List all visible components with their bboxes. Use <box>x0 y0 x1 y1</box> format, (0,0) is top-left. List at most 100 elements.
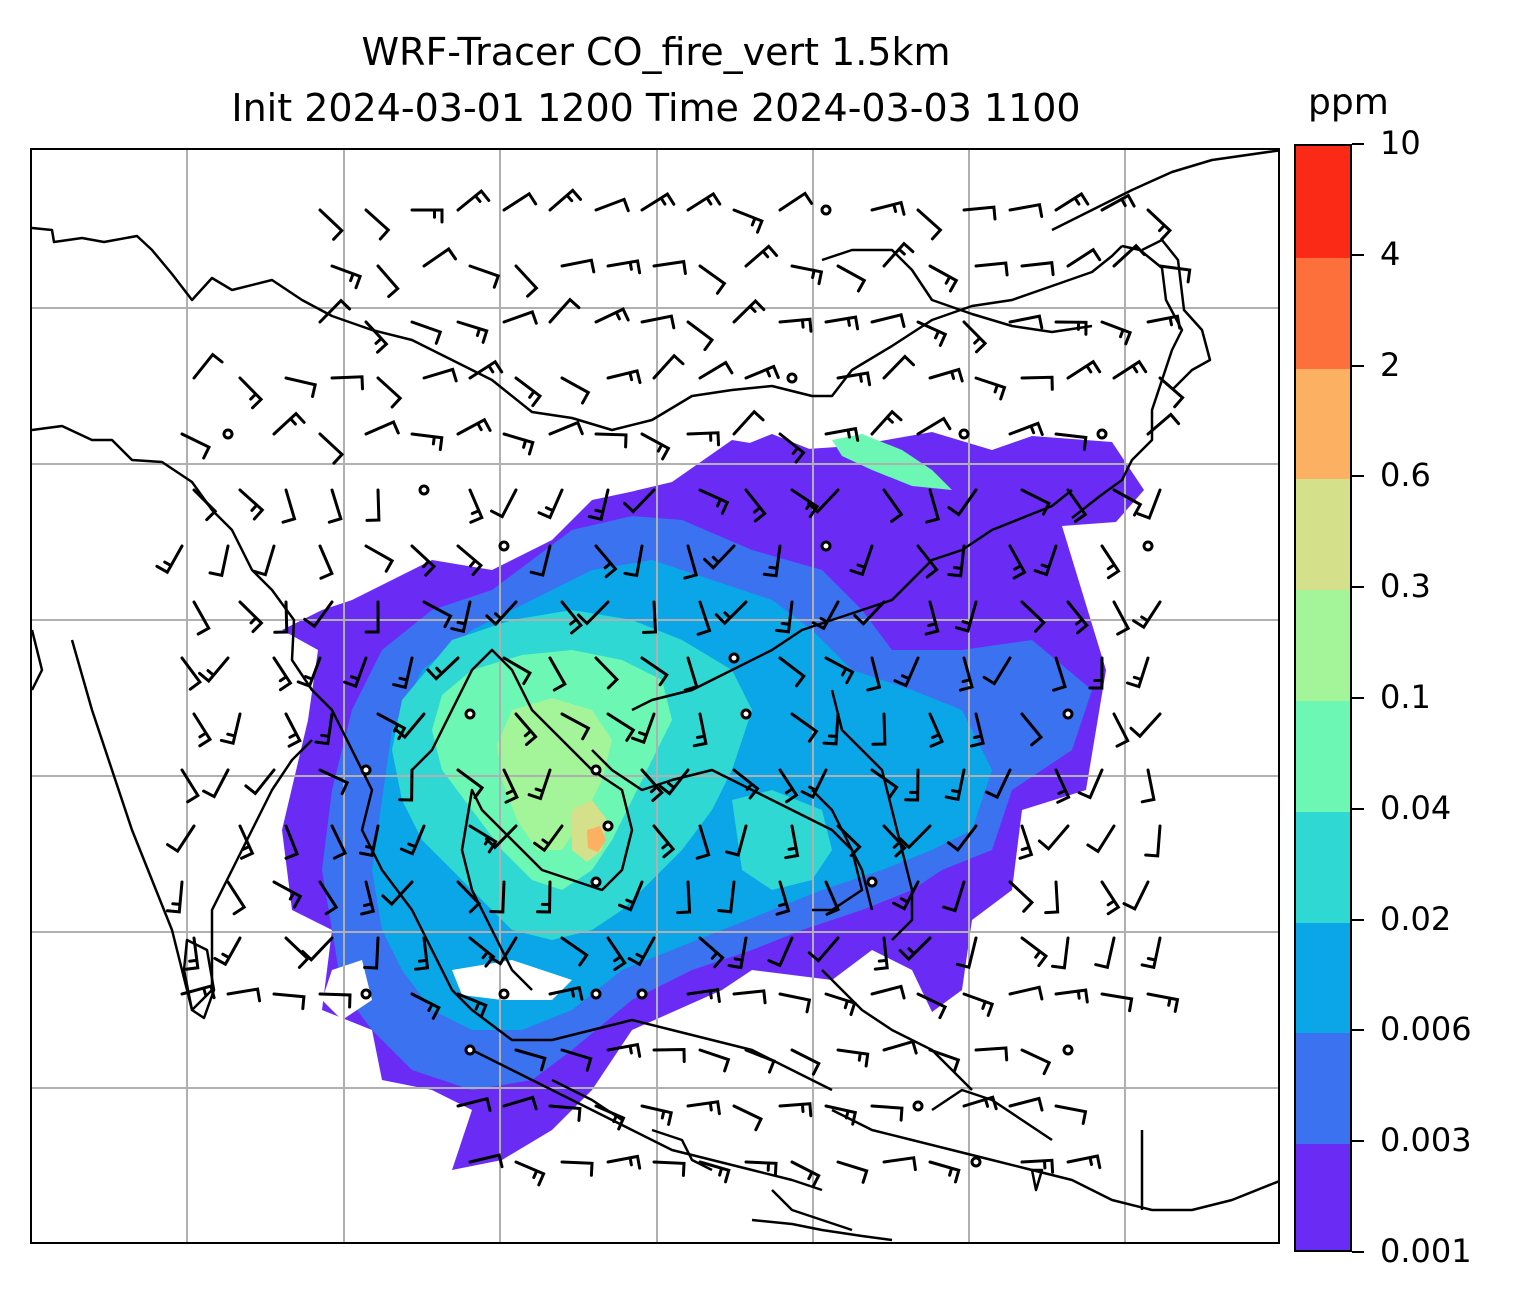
wind-barb <box>870 409 903 436</box>
wind-barb <box>527 768 552 801</box>
wind-barb <box>422 600 453 629</box>
map-panel <box>30 148 1280 1244</box>
wind-barb <box>226 987 262 1003</box>
wind-barb <box>640 1104 673 1126</box>
wind-barb <box>548 297 581 324</box>
colorbar <box>1294 144 1352 1252</box>
colorbar-tick-label: 0.003 <box>1380 1121 1472 1160</box>
wind-barb <box>303 600 334 629</box>
wind-barb <box>301 936 334 962</box>
colorbar-tick <box>1352 1029 1364 1032</box>
wind-barb <box>870 200 906 216</box>
wind-barb <box>1112 712 1130 748</box>
wind-barb <box>1100 880 1121 916</box>
wind-barb <box>824 656 855 685</box>
wind-barb <box>944 768 966 802</box>
wind-barb <box>238 488 265 521</box>
wind-barb <box>392 656 414 690</box>
calm-wind-marker <box>1096 428 1108 440</box>
wind-barb <box>327 488 343 524</box>
wind-barb <box>414 936 430 971</box>
colorbar-segment <box>1296 367 1350 480</box>
wind-barb <box>226 880 247 916</box>
colorbar-tick <box>1352 143 1364 145</box>
wind-barb <box>213 936 242 967</box>
wind-barb <box>1044 880 1060 915</box>
wind-barb <box>594 656 620 690</box>
wind-barb <box>318 768 350 796</box>
wind-barb <box>686 1100 721 1116</box>
wind-barb <box>1112 488 1143 517</box>
wind-barb <box>330 264 363 290</box>
calm-wind-marker <box>820 204 832 216</box>
wind-barb <box>807 936 840 963</box>
wind-barb <box>717 880 736 914</box>
wind-barb <box>1140 936 1162 970</box>
wind-barb <box>790 264 824 286</box>
calm-wind-marker <box>418 484 430 496</box>
wind-barb <box>984 768 1012 800</box>
wind-barb <box>238 600 264 634</box>
wind-barb <box>456 320 489 344</box>
wind-barb <box>631 712 656 745</box>
wind-barb <box>870 312 906 328</box>
wind-barb <box>916 992 948 1020</box>
colorbar-tick-label: 0.006 <box>1380 1010 1472 1049</box>
wind-barb <box>533 824 564 853</box>
wind-barb <box>836 1048 870 1068</box>
wind-barb <box>422 246 457 268</box>
calm-wind-marker <box>360 988 372 1000</box>
wind-barb <box>284 936 310 969</box>
wind-barb <box>468 1153 504 1169</box>
wind-barb <box>686 988 721 1003</box>
wind-barb <box>468 264 501 289</box>
wind-barb <box>698 1160 731 1184</box>
wind-barb <box>548 420 584 436</box>
plot-title-line1: WRF-Tracer CO_fire_vert 1.5km <box>361 30 951 74</box>
wind-barb <box>364 320 389 354</box>
wind-barb <box>640 314 676 330</box>
wind-barb <box>790 1048 821 1076</box>
colorbar-segment <box>1296 1032 1350 1145</box>
wind-barb <box>1020 936 1049 968</box>
wind-barb <box>698 360 734 380</box>
wind-barb <box>703 544 736 570</box>
wind-barb <box>725 824 748 857</box>
wind-barb <box>762 544 782 578</box>
wind-barb <box>811 600 840 631</box>
wind-barb <box>928 264 959 293</box>
wind-barb <box>882 1156 917 1172</box>
wind-barb <box>381 880 414 907</box>
wind-barb <box>866 656 882 692</box>
wind-barb <box>744 244 779 268</box>
wind-barb <box>180 432 212 460</box>
wind-barb <box>882 1039 918 1055</box>
calm-wind-marker <box>464 708 476 720</box>
wind-barb <box>1144 824 1162 858</box>
calm-wind-marker <box>636 988 648 1000</box>
wind-barb <box>165 880 184 914</box>
wind-barb <box>422 367 458 383</box>
colorbar-tick-label: 0.001 <box>1380 1232 1472 1270</box>
wind-barb <box>238 376 264 410</box>
wind-barb <box>882 488 904 523</box>
wind-barb <box>732 208 764 234</box>
wind-barb <box>1146 314 1182 330</box>
wind-barb <box>456 880 482 914</box>
wind-barb <box>1126 656 1150 689</box>
wind-barb <box>594 432 628 449</box>
wind-barb <box>1112 600 1131 636</box>
wind-barb <box>732 298 766 324</box>
wind-barb <box>318 544 334 580</box>
wind-barb <box>982 656 1012 686</box>
field-gap-south <box>452 960 572 1000</box>
wind-barb <box>642 600 658 634</box>
wind-barb <box>490 488 518 519</box>
calm-wind-marker <box>728 652 740 664</box>
wind-barb <box>560 1048 593 1072</box>
wind-barb <box>1054 988 1089 1004</box>
wind-barb <box>1100 320 1133 346</box>
wind-barb <box>1112 359 1148 380</box>
calm-wind-marker <box>1062 708 1074 720</box>
wind-barb <box>180 984 216 1000</box>
